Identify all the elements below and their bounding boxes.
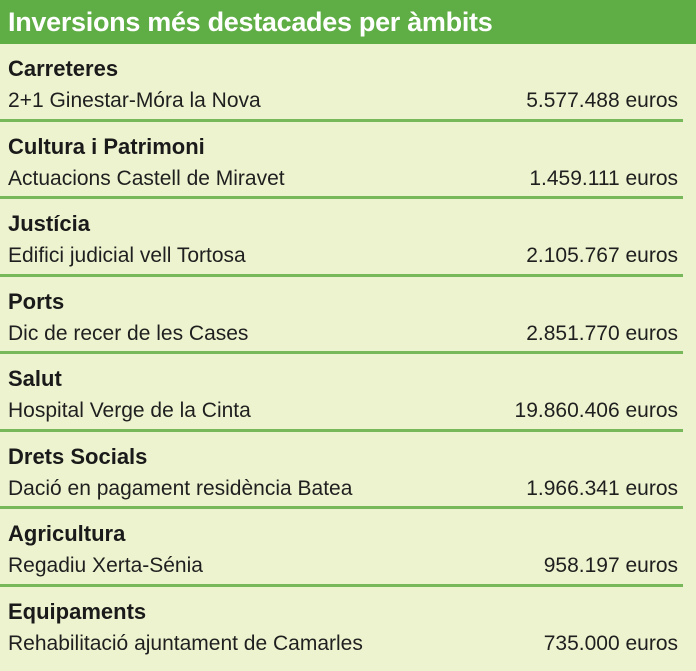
project-amount: 19.860.406 euros [514, 399, 678, 422]
project-amount: 958.197 euros [543, 554, 678, 577]
project-name: Dació en pagament residència Batea [8, 476, 353, 500]
project-name: Edifici judicial vell Tortosa [8, 244, 246, 267]
category-label: Cultura i Patrimoni [8, 133, 205, 159]
project-name: Actuacions Castell de Miravet [8, 166, 285, 190]
list-item: Carreteres 2+1 Ginestar-Móra la Nova 5.5… [0, 44, 696, 122]
list-item: Ports Dic de recer de les Cases 2.851.77… [0, 277, 696, 354]
row-divider [0, 118, 683, 122]
project-name: Hospital Verge de la Cinta [8, 399, 251, 422]
list-item: Cultura i Patrimoni Actuacions Castell d… [0, 122, 696, 199]
category-label: Carreteres [8, 56, 119, 81]
list-item: Salut Hospital Verge de la Cinta 19.860.… [0, 354, 696, 432]
list-item: Justícia Edifici judicial vell Tortosa 2… [0, 199, 696, 277]
project-name: Dic de recer de les Cases [8, 321, 249, 345]
project-name: Rehabilitació ajuntament de Camarles [8, 631, 363, 655]
project-amount: 1.966.341 euros [526, 476, 678, 500]
panel-header: Inversions més destacades per àmbits [0, 0, 696, 44]
category-label: Salut [8, 366, 62, 391]
category-label: Justícia [8, 211, 90, 236]
row-divider [0, 506, 683, 509]
row-divider [0, 351, 683, 354]
project-name: Regadiu Xerta-Sénia [8, 554, 203, 577]
row-divider [0, 583, 683, 587]
project-amount: 5.577.488 euros [526, 89, 678, 112]
list-item: Drets Socials Dació en pagament residènc… [0, 432, 696, 509]
category-label: Drets Socials [8, 443, 148, 469]
project-amount: 1.459.111 euros [529, 166, 678, 190]
project-amount: 2.105.767 euros [526, 244, 678, 267]
project-name: 2+1 Ginestar-Móra la Nova [8, 89, 261, 112]
category-label: Agricultura [8, 521, 126, 546]
list-item: Equipaments Rehabilitació ajuntament de … [0, 587, 696, 665]
project-amount: 2.851.770 euros [526, 321, 678, 345]
row-divider [0, 428, 683, 432]
investment-list: Carreteres 2+1 Ginestar-Móra la Nova 5.5… [0, 44, 696, 664]
row-divider [0, 273, 683, 277]
list-item: Agricultura Regadiu Xerta-Sénia 958.197 … [0, 509, 696, 587]
project-amount: 735.000 euros [543, 631, 678, 655]
category-label: Equipaments [8, 598, 147, 624]
category-label: Ports [8, 288, 65, 314]
panel-title: Inversions més destacades per àmbits [8, 7, 493, 37]
row-divider [0, 196, 683, 199]
